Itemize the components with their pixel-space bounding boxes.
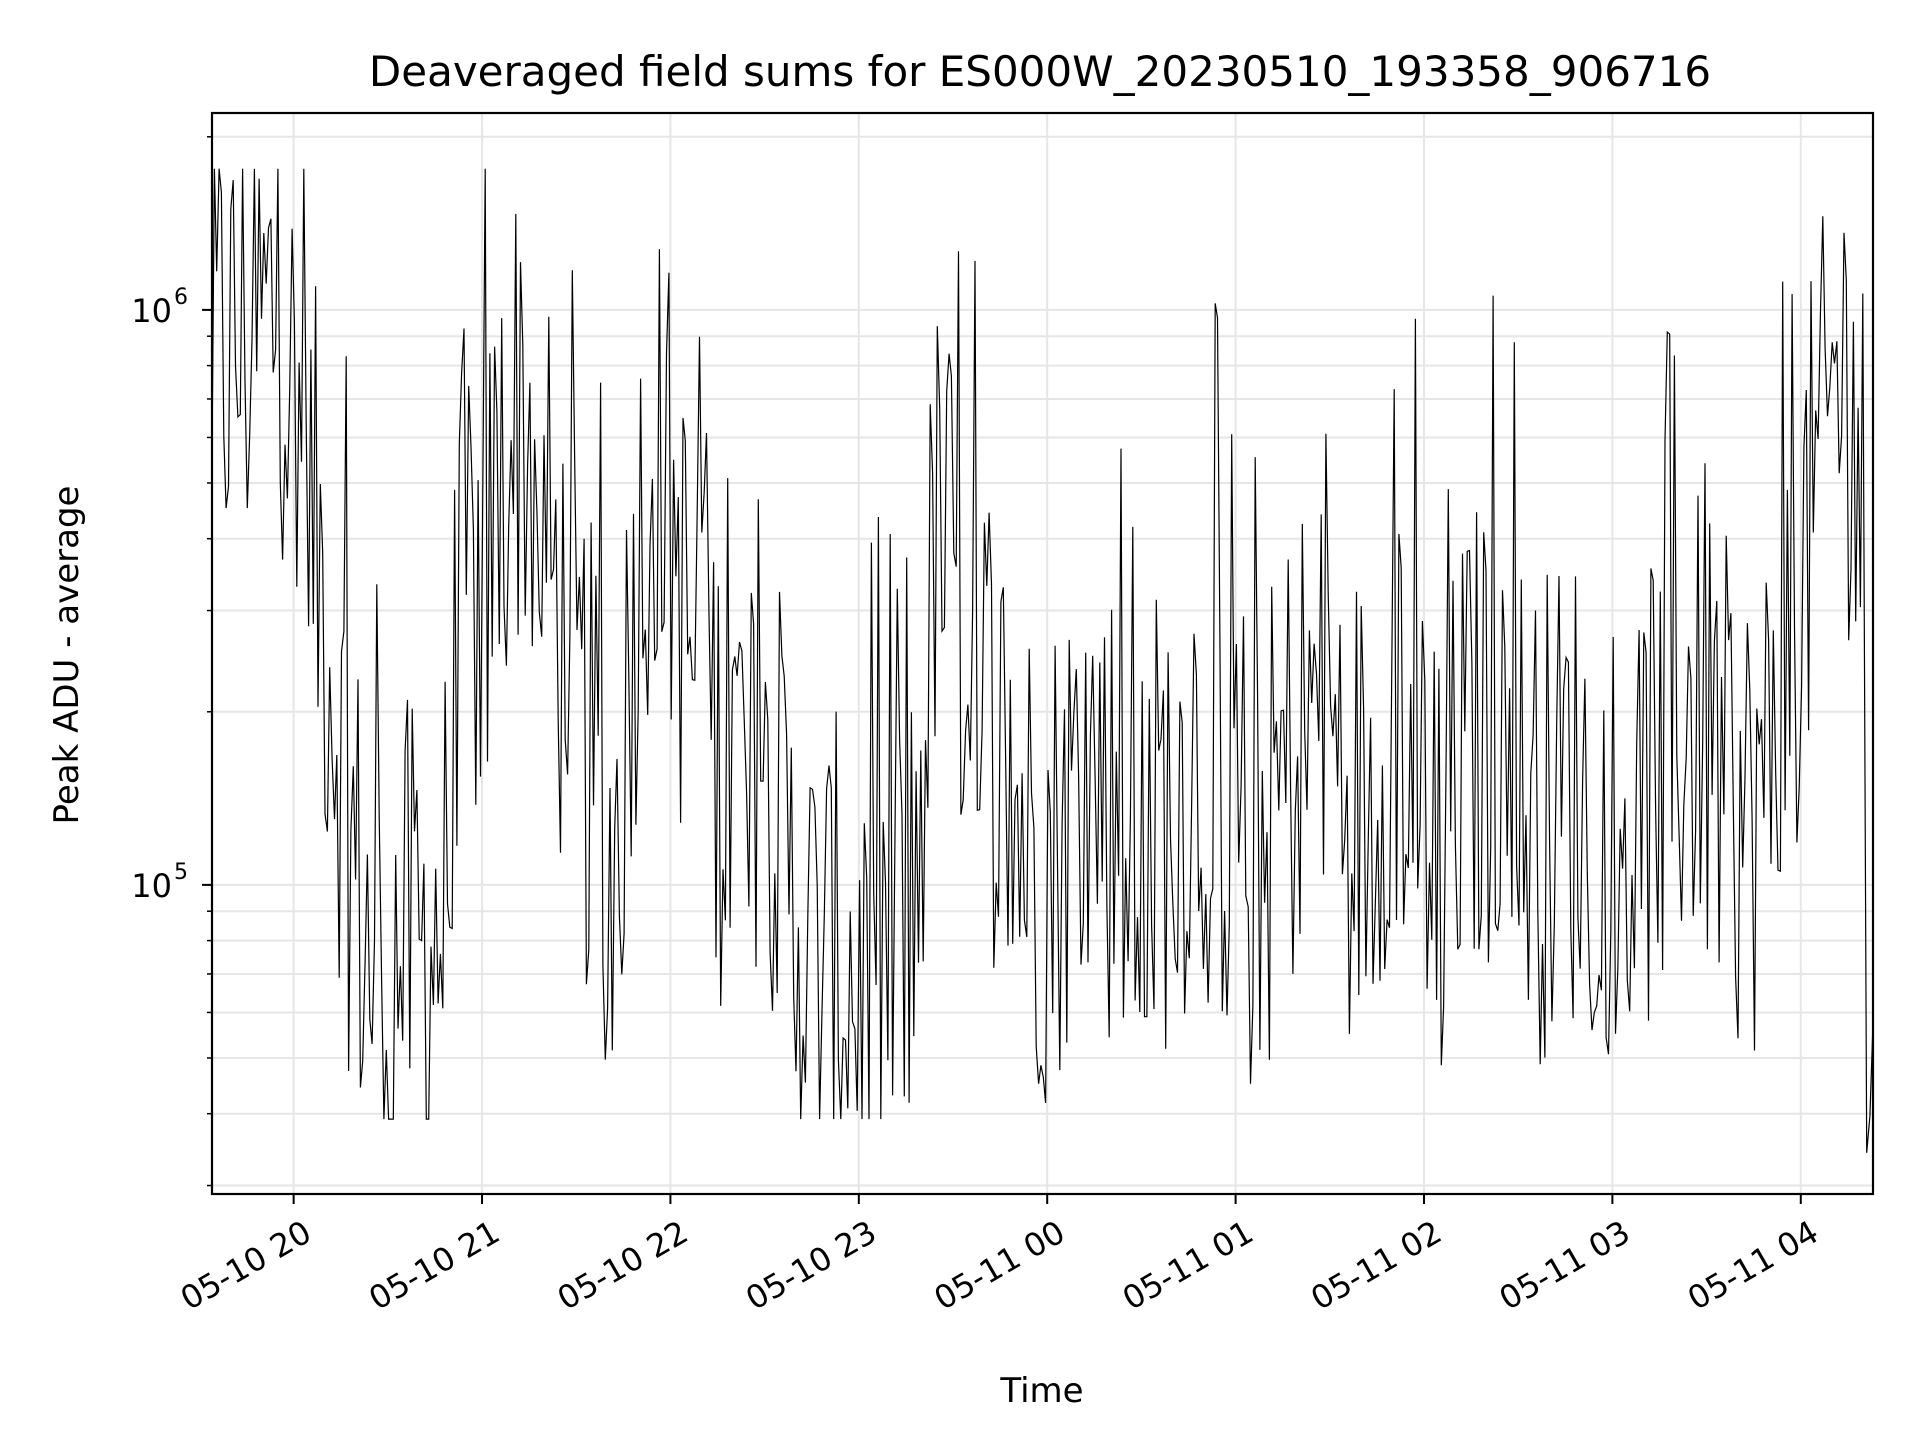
x-tick-label: 05-11 02 xyxy=(1304,1213,1448,1318)
x-axis-label: Time xyxy=(999,1371,1083,1411)
series-line xyxy=(211,168,1874,1153)
y-tick-label: 10 xyxy=(131,867,172,905)
x-tick-label: 05-11 04 xyxy=(1681,1213,1825,1318)
x-tick-label: 05-11 00 xyxy=(928,1213,1072,1318)
x-tick-label: 05-10 21 xyxy=(362,1213,506,1318)
x-tick-label: 05-10 23 xyxy=(739,1213,883,1318)
y-tick-exponent: 6 xyxy=(174,285,188,310)
x-axis: 05-10 20 05-10 21 05-10 22 05-10 23 05-11 00… xyxy=(174,1194,1825,1318)
series-layer xyxy=(211,168,1874,1153)
y-tick-exponent: 5 xyxy=(174,860,188,885)
x-tick-label: 05-11 01 xyxy=(1116,1213,1260,1318)
y-axis-label: Peak ADU - average xyxy=(47,486,87,825)
y-tick-label: 10 xyxy=(131,292,172,330)
x-tick-label: 05-11 03 xyxy=(1493,1213,1637,1318)
x-tick-label: 05-10 22 xyxy=(551,1213,695,1318)
chart-title: Deaveraged field sums for ES000W_2023051… xyxy=(369,47,1711,96)
plot-frame xyxy=(210,111,1875,1196)
grid xyxy=(212,113,1873,1194)
x-tick-label: 05-10 20 xyxy=(174,1213,318,1318)
